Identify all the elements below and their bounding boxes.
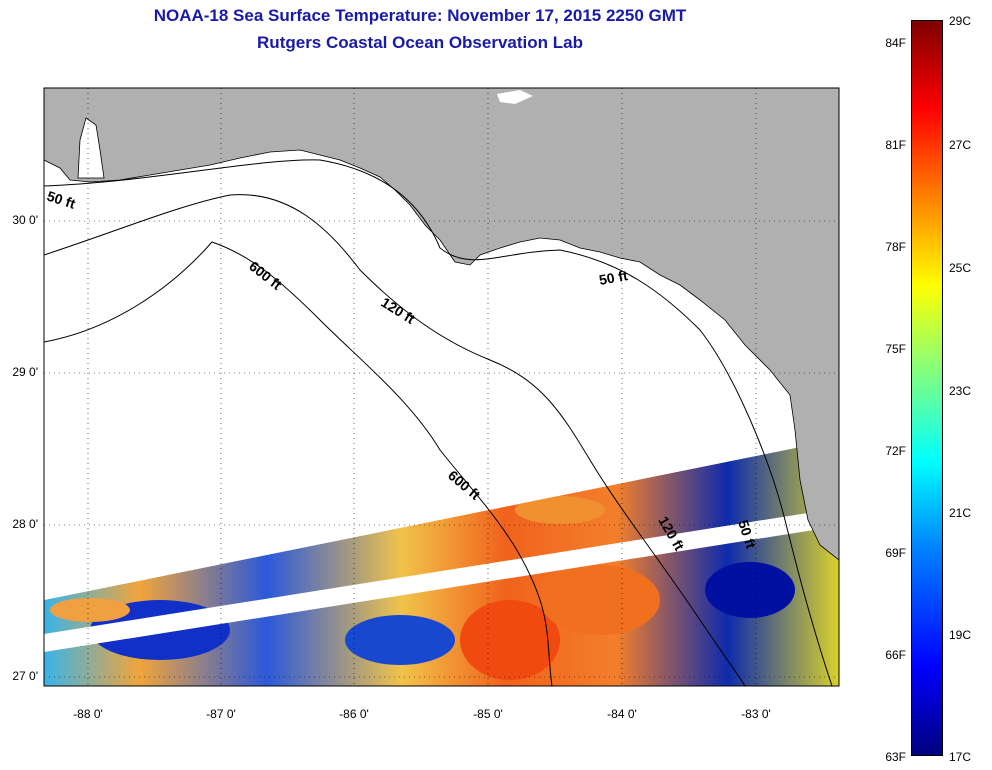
lon-label: -83 0' [741,707,771,721]
warm-patch [50,598,130,622]
temperature-colorbar [911,20,943,756]
contour-50ft [44,159,833,686]
colorbar-c-label: 27C [949,138,972,152]
lon-label: -86 0' [339,707,369,721]
colorbar-f-label: 72F [885,444,906,458]
swath-gap [44,508,839,652]
colorbar-f-label: 78F [885,240,906,254]
cold-patch [705,562,795,618]
lon-label: -84 0' [607,707,637,721]
map-frame [43,87,840,687]
contour-label: 50 ft [598,267,629,288]
colorbar-f-label: 63F [885,750,906,764]
map-title: NOAA-18 Sea Surface Temperature: Novembe… [153,6,687,25]
lake-overlay [497,90,533,104]
lat-label: 28 0' [12,517,38,531]
cool-patch [345,615,455,665]
warm-patch [540,565,660,635]
colorbar-c-label: 29C [949,14,972,28]
warm-patch [460,600,560,680]
colorbar-f-label: 66F [885,648,906,662]
lat-label: 27 0' [12,669,38,683]
colorbar-c-label: 17C [949,750,972,764]
lat-label: 29 0' [12,365,38,379]
colorbar-c-label: 23C [949,384,972,398]
lon-label: -85 0' [473,707,503,721]
colorbar-c-label: 25C [949,261,972,275]
contour-120ft [44,194,746,686]
colorbar-f-label: 84F [885,36,906,50]
colorbar-f-label: 81F [885,138,906,152]
land-mass-overlay [44,88,839,561]
bay-inlet-overlay [77,117,105,179]
colorbar-c-label: 19C [949,628,972,642]
colorbar-f-label: 75F [885,342,906,356]
colorbar-c-label: 21C [949,506,972,520]
sst-swath [44,447,839,686]
lat-label: 30 0' [12,213,38,227]
lon-label: -88 0' [73,707,103,721]
colorbar-f-label: 69F [885,546,906,560]
lon-label: -87 0' [206,707,236,721]
map-subtitle: Rutgers Coastal Ocean Observation Lab [257,33,583,52]
warm-patch [515,496,605,524]
contour-600ft [44,241,553,686]
